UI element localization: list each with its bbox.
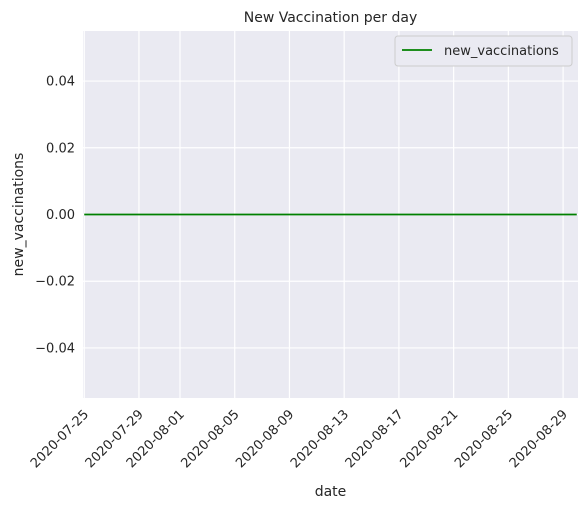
y-tick-label: 0.04 (46, 75, 75, 90)
y-tick-labels: 0.04 0.02 0.00 −0.02 −0.04 (35, 75, 75, 357)
legend: new_vaccinations (394, 35, 573, 67)
y-tick-label: 0.02 (46, 141, 75, 156)
legend-box (394, 35, 573, 67)
x-tick-labels: 2020-07-252020-07-292020-08-012020-08-05… (28, 407, 571, 471)
y-tick-label: −0.04 (35, 341, 75, 356)
x-tick-label: 2020-08-29 (507, 407, 571, 471)
legend-entry: new_vaccinations (444, 44, 559, 59)
y-tick-label: −0.02 (35, 275, 75, 290)
y-axis-label: new_vaccinations (11, 153, 27, 277)
y-tick-label: 0.00 (46, 208, 75, 223)
chart-title: New Vaccination per day (244, 10, 418, 26)
x-axis-label: date (315, 484, 347, 500)
